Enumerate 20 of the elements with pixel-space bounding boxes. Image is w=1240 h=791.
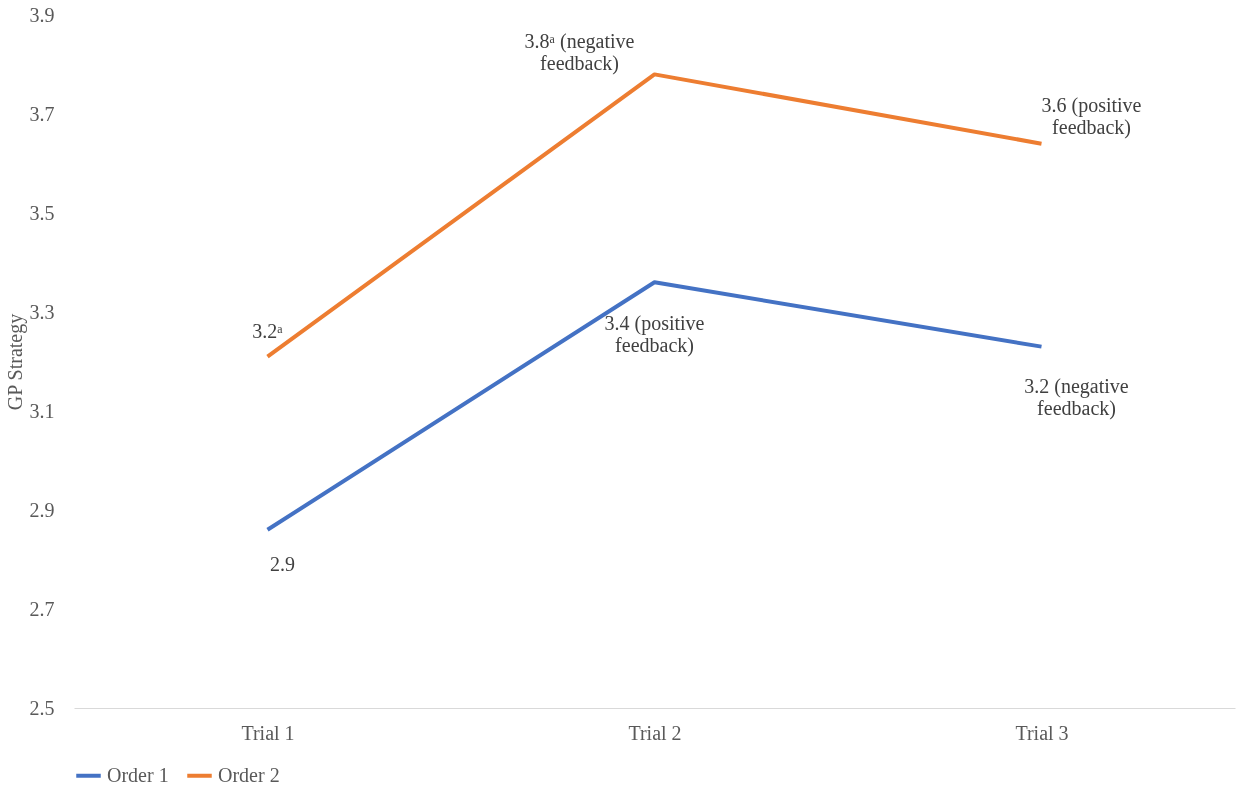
data-label: 3.2ᵃ <box>252 319 284 342</box>
data-label: 3.2 (negative feedback) <box>1024 374 1129 420</box>
legend-label: Order 1 <box>107 763 169 786</box>
y-tick-label: 3.3 <box>29 300 55 323</box>
data-label: 3.8ᵃ (negative feedback) <box>524 30 635 76</box>
y-tick-label: 2.5 <box>29 696 55 719</box>
y-tick-label: 3.9 <box>29 3 55 26</box>
y-tick-label: 2.7 <box>29 597 55 620</box>
y-tick-label: 3.5 <box>29 201 55 224</box>
x-tick-label: Trial 1 <box>241 721 295 744</box>
legend-label: Order 2 <box>218 763 280 786</box>
data-label: 2.9 <box>270 552 295 575</box>
x-tick-label: Trial 2 <box>628 721 682 744</box>
y-tick-label: 2.9 <box>29 498 55 521</box>
y-tick-label: 3.1 <box>29 399 55 422</box>
x-tick-label: Trial 3 <box>1015 721 1069 744</box>
data-label: 3.4 (positive feedback) <box>604 312 705 358</box>
y-tick-label: 3.7 <box>29 102 55 125</box>
y-axis-title: GP Strategy <box>3 313 27 411</box>
data-label: 3.6 (positive feedback) <box>1041 93 1142 139</box>
